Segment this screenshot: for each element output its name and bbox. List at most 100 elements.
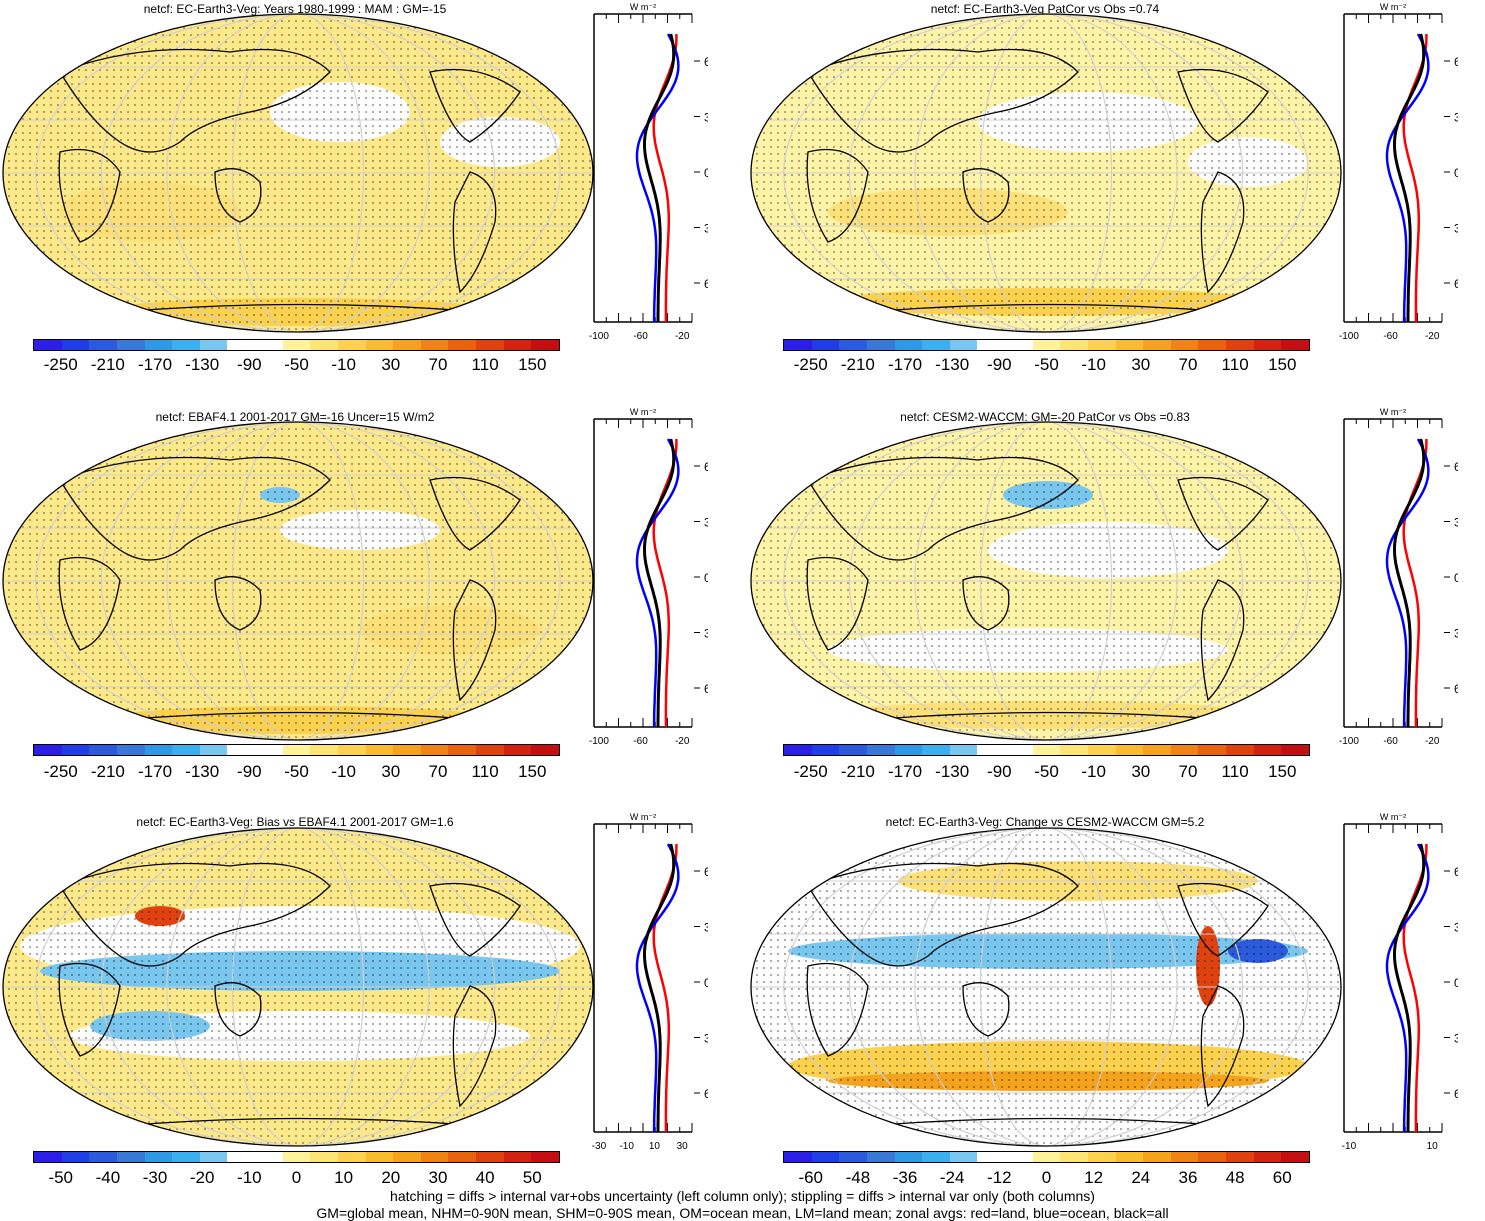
colorbar-label: -10 (331, 355, 356, 374)
colorbar-swatch (977, 1152, 1005, 1162)
colorbar-swatch (1115, 1152, 1144, 1162)
latitude-label: 0 (1454, 571, 1458, 585)
colorbar-label: 30 (1131, 355, 1151, 374)
ocean-curve (635, 33, 680, 322)
colorbar-swatch (949, 340, 978, 350)
tick-label: 10 (649, 1141, 661, 1152)
coastline (452, 579, 497, 702)
colorbar (33, 339, 560, 351)
coastline (806, 148, 869, 243)
colorbar-swatch (839, 1152, 867, 1162)
colorbar-swatch (1143, 1152, 1171, 1162)
coastline (58, 148, 121, 243)
colorbar-swatch (448, 1152, 476, 1162)
unit-label: W m⁻² (1380, 812, 1406, 822)
world-map (2, 421, 594, 741)
colorbar-swatch (1005, 745, 1033, 755)
colorbar-swatch (839, 745, 867, 755)
latitude-label: 60S (1454, 682, 1458, 696)
graticule-line (231, 14, 365, 332)
all-curve (1393, 438, 1426, 727)
colorbar-label: 70 (428, 355, 448, 374)
colorbar-swatch (894, 745, 923, 755)
latitude-label: 30S (1454, 627, 1458, 641)
colorbar-label: 70 (1178, 762, 1198, 781)
coastline (452, 985, 497, 1108)
colorbar-label: -170 (888, 762, 923, 781)
latitude-label: 60N (704, 460, 708, 474)
latitude-label: 30N (1454, 111, 1458, 125)
map-border (750, 421, 1342, 741)
colorbar-swatch (337, 1152, 366, 1162)
colorbar-label: -170 (888, 355, 923, 374)
colorbar-swatch (1226, 745, 1254, 755)
colorbar (783, 339, 1310, 351)
latitude-label: 30N (704, 516, 708, 530)
colorbar (33, 744, 560, 756)
colorbar-swatch (199, 340, 228, 350)
coastline (58, 962, 121, 1057)
panel-title: netcf: CESM2-WACCM: GM=-20 PatCor vs Obs… (900, 410, 1190, 424)
latitude-label: 30S (1454, 1032, 1458, 1046)
graticule-line (100, 828, 496, 1146)
tick-label: -100 (589, 331, 609, 342)
land-curve (652, 844, 678, 1132)
colorbar-swatch (310, 745, 338, 755)
colorbar-swatch (1005, 1152, 1033, 1162)
colorbar-label: 10 (334, 1168, 354, 1187)
graticule-line (100, 14, 496, 332)
coastline (807, 456, 1079, 561)
latitude-label: 60S (704, 1087, 708, 1101)
colorbar-swatch (894, 340, 923, 350)
colorbar-swatch (1253, 745, 1282, 755)
coastline (59, 862, 331, 967)
colorbar-swatch (784, 745, 812, 755)
colorbar-swatch (922, 745, 950, 755)
colorbar-swatch (282, 1152, 311, 1162)
unit-label: W m⁻² (630, 407, 656, 417)
colorbar-swatch (255, 745, 283, 755)
latitude-label: 60N (1454, 865, 1458, 879)
colorbar-swatch (1253, 1152, 1282, 1162)
graticule-line (35, 14, 561, 332)
latitude-label: 0 (1454, 166, 1458, 180)
colorbar-label: -170 (138, 355, 173, 374)
graticule-line (783, 422, 1309, 740)
colorbar-label: 0 (291, 1168, 302, 1187)
map-border (750, 13, 1342, 333)
colorbar-label: 30 (428, 1168, 448, 1187)
land-curve (1402, 439, 1428, 727)
colorbar-label: 110 (1221, 762, 1249, 781)
colorbar-label: -50 (284, 355, 309, 374)
colorbar-swatch (1281, 340, 1309, 350)
graticule-line (914, 14, 1178, 332)
colorbar-swatch (1198, 1152, 1226, 1162)
colorbar-swatch (1170, 340, 1199, 350)
graticule-line (783, 14, 1309, 332)
coastline (806, 962, 869, 1057)
colorbar-label: -60 (798, 1168, 824, 1187)
tick-label: -10 (1342, 1141, 1357, 1152)
colorbar-label: -90 (987, 762, 1012, 781)
colorbar-swatch (476, 340, 504, 350)
coastline (1200, 171, 1245, 294)
colorbar-label: -90 (237, 355, 262, 374)
latitude-label: 60S (1454, 277, 1458, 291)
panel-title: netcf: EC-Earth3-Veg: Change vs CESM2-WA… (885, 815, 1205, 829)
colorbar-label: -130 (185, 355, 220, 374)
map-border (2, 421, 594, 741)
colorbar-swatch (337, 340, 366, 350)
colorbar-swatch (1115, 340, 1144, 350)
graticule-line (914, 422, 1178, 740)
colorbar-label: -40 (95, 1168, 121, 1187)
coastline (429, 476, 521, 551)
colorbar-swatch (1226, 1152, 1254, 1162)
latitude-label: 60N (1454, 460, 1458, 474)
colorbar-label: -50 (1034, 762, 1059, 781)
colorbar-swatch (337, 745, 366, 755)
footer-note-1: hatching = diffs > internal var+obs unce… (390, 1188, 1095, 1204)
colorbar-swatch (448, 745, 476, 755)
colorbar-label: -36 (892, 1168, 918, 1187)
colorbar-label: -210 (90, 762, 125, 781)
latitude-label: 30N (704, 111, 708, 125)
